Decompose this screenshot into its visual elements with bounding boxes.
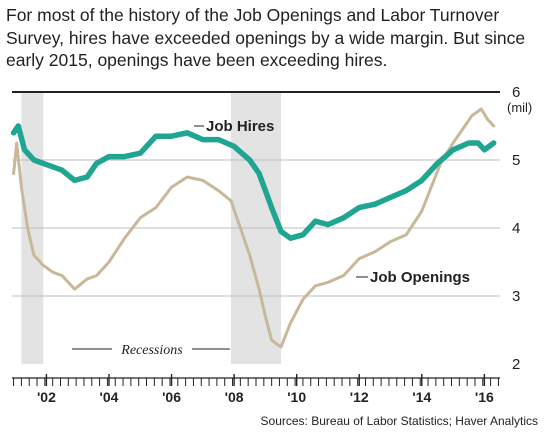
- chart-source: Sources: Bureau of Labor Statistics; Hav…: [260, 414, 538, 428]
- y-tick-label: 5: [512, 152, 520, 169]
- x-tick-label: '12: [350, 389, 369, 405]
- y-tick-label: 4: [512, 220, 520, 237]
- y-tick-label: 3: [512, 288, 520, 305]
- series-label-job-hires: Job Hires: [206, 118, 274, 135]
- series-line-job-hires: [10, 123, 497, 241]
- x-tick-label: '16: [475, 389, 494, 405]
- x-tick-label: '10: [287, 389, 306, 405]
- series-line-job-openings: [12, 107, 496, 349]
- x-tick-label: '08: [225, 389, 244, 405]
- chart-subtitle: For most of the history of the Job Openi…: [6, 5, 526, 70]
- y-tick-label: 6: [512, 84, 520, 101]
- x-tick-label: '04: [100, 389, 119, 405]
- series-label-job-openings: Job Openings: [370, 269, 470, 286]
- recessions-label: Recessions: [120, 343, 183, 358]
- y-tick-label: 2: [512, 356, 520, 373]
- y-unit-label: (mil): [507, 100, 532, 115]
- x-tick-label: '14: [412, 389, 431, 405]
- x-tick-label: '06: [162, 389, 181, 405]
- x-tick-label: '02: [37, 389, 56, 405]
